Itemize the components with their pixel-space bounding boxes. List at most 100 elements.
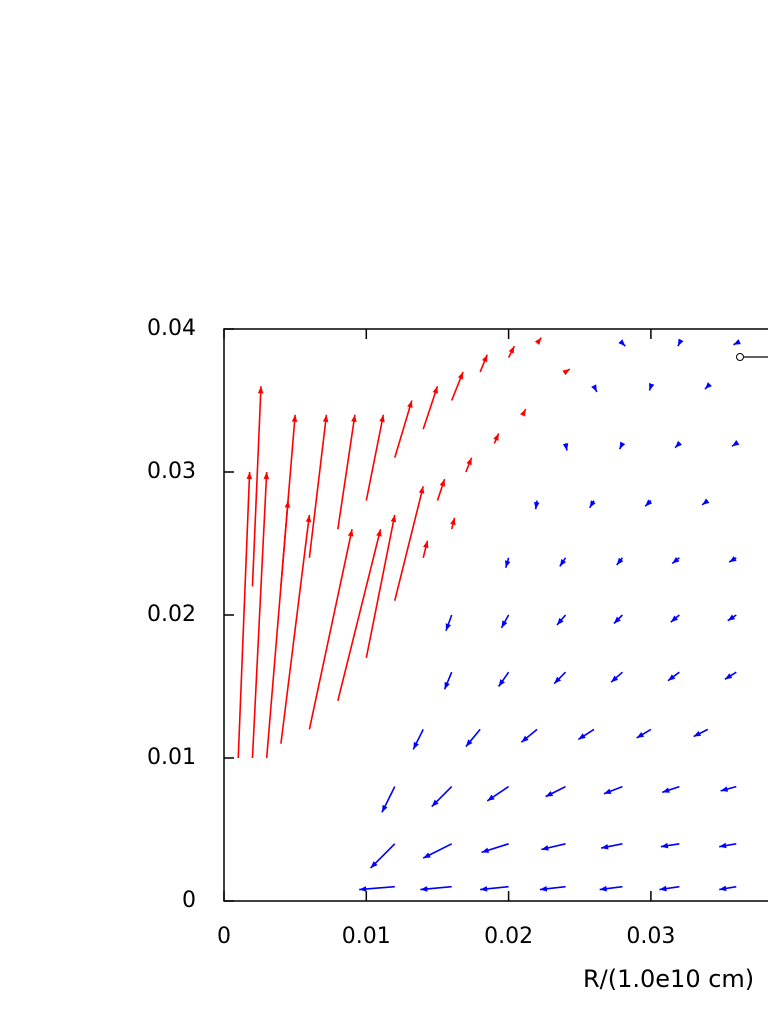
arrow — [280, 414, 298, 587]
arrow-head — [702, 498, 710, 505]
arrow-head — [720, 786, 729, 792]
arrow-head — [616, 557, 624, 565]
arrow-head — [480, 886, 488, 892]
arrow — [422, 385, 439, 430]
arrow — [237, 471, 253, 759]
arrow-head — [662, 787, 670, 793]
arrow-head — [611, 675, 619, 683]
arrow-shaft — [251, 386, 262, 587]
arrow — [545, 785, 566, 798]
arrow — [520, 728, 538, 743]
arrow-head — [322, 414, 329, 423]
arrow-head — [719, 842, 727, 849]
arrow — [481, 843, 509, 854]
arrow-head — [667, 674, 676, 681]
arrow-shaft — [337, 414, 356, 530]
x-tick-label: 0.03 — [626, 924, 675, 949]
arrow — [479, 354, 488, 373]
plot-frame — [223, 328, 768, 902]
arrow — [600, 843, 623, 850]
arrow — [733, 339, 741, 346]
arrow-head — [672, 556, 680, 564]
arrow — [603, 785, 623, 795]
arrow — [520, 408, 527, 417]
arrow-head — [493, 433, 499, 441]
arrow-head — [645, 499, 653, 507]
arrow — [667, 671, 680, 682]
y-tick-label: 0 — [182, 888, 196, 913]
arrow-head — [498, 679, 505, 687]
arrow-head — [556, 617, 564, 626]
arrow-head — [432, 386, 438, 394]
x-axis-label: R/(1.0e10 cm) — [583, 965, 754, 993]
arrow — [720, 785, 737, 792]
arrow — [562, 368, 571, 376]
arrow — [381, 786, 396, 813]
arrow-head — [693, 730, 702, 737]
arrow — [280, 514, 312, 744]
arrow — [728, 556, 737, 563]
y-tick-label: 0.01 — [147, 745, 196, 770]
arrow — [719, 842, 737, 849]
arrow-head — [649, 382, 655, 391]
arrow-shaft — [393, 400, 413, 458]
arrow-head — [603, 788, 612, 794]
arrow-head — [351, 414, 357, 423]
arrow — [370, 843, 396, 869]
arrow — [534, 500, 540, 510]
arrow — [534, 337, 542, 345]
arrow-head — [376, 529, 382, 537]
arrow — [443, 671, 453, 690]
arrow — [636, 728, 652, 739]
arrow-head — [390, 514, 397, 523]
arrow-head — [729, 556, 737, 563]
y-tick-label: 0.04 — [147, 316, 196, 341]
arrow-head — [423, 540, 429, 549]
arrow — [393, 486, 425, 601]
arrow — [337, 529, 382, 701]
arrow-shaft — [337, 529, 382, 701]
arrow-head — [704, 382, 712, 390]
arrow-shaft — [393, 486, 424, 601]
arrow-head — [599, 885, 607, 892]
arrow-head — [481, 354, 488, 363]
arrow-head — [487, 794, 495, 801]
vector-field — [237, 337, 741, 892]
arrow-head — [613, 616, 621, 624]
arrow-shaft — [280, 414, 296, 587]
arrow — [465, 728, 481, 748]
arrow — [556, 614, 567, 626]
arrow-head — [457, 371, 464, 380]
y-tick-label: 0.03 — [147, 459, 196, 484]
arrow — [445, 614, 453, 632]
arrow — [727, 614, 737, 622]
arrow — [436, 478, 446, 501]
arrow — [618, 339, 626, 347]
arrow — [704, 382, 712, 390]
arrow — [701, 498, 710, 506]
arrow — [365, 514, 397, 659]
arrow — [618, 441, 626, 450]
arrow-head — [636, 731, 645, 738]
arrow-shaft — [365, 514, 396, 659]
arrow — [731, 440, 740, 447]
arrow — [308, 529, 354, 730]
arrow — [393, 400, 413, 458]
x-tick-label: 0 — [217, 924, 231, 949]
arrow — [562, 443, 569, 451]
x-tick-label: 0.02 — [484, 924, 533, 949]
arrow-shaft — [237, 471, 251, 759]
arrow — [671, 556, 680, 565]
arrow-shaft — [308, 414, 328, 558]
arrow-head — [659, 885, 667, 892]
arrow-head — [445, 623, 452, 631]
arrow-head — [379, 414, 385, 423]
arrow-head — [257, 386, 264, 394]
arrow-head — [291, 414, 298, 423]
arrow-head — [732, 440, 740, 447]
arrow-head — [719, 885, 727, 892]
arrow — [500, 614, 510, 629]
arrow — [539, 885, 566, 892]
arrow-shaft — [308, 529, 353, 730]
